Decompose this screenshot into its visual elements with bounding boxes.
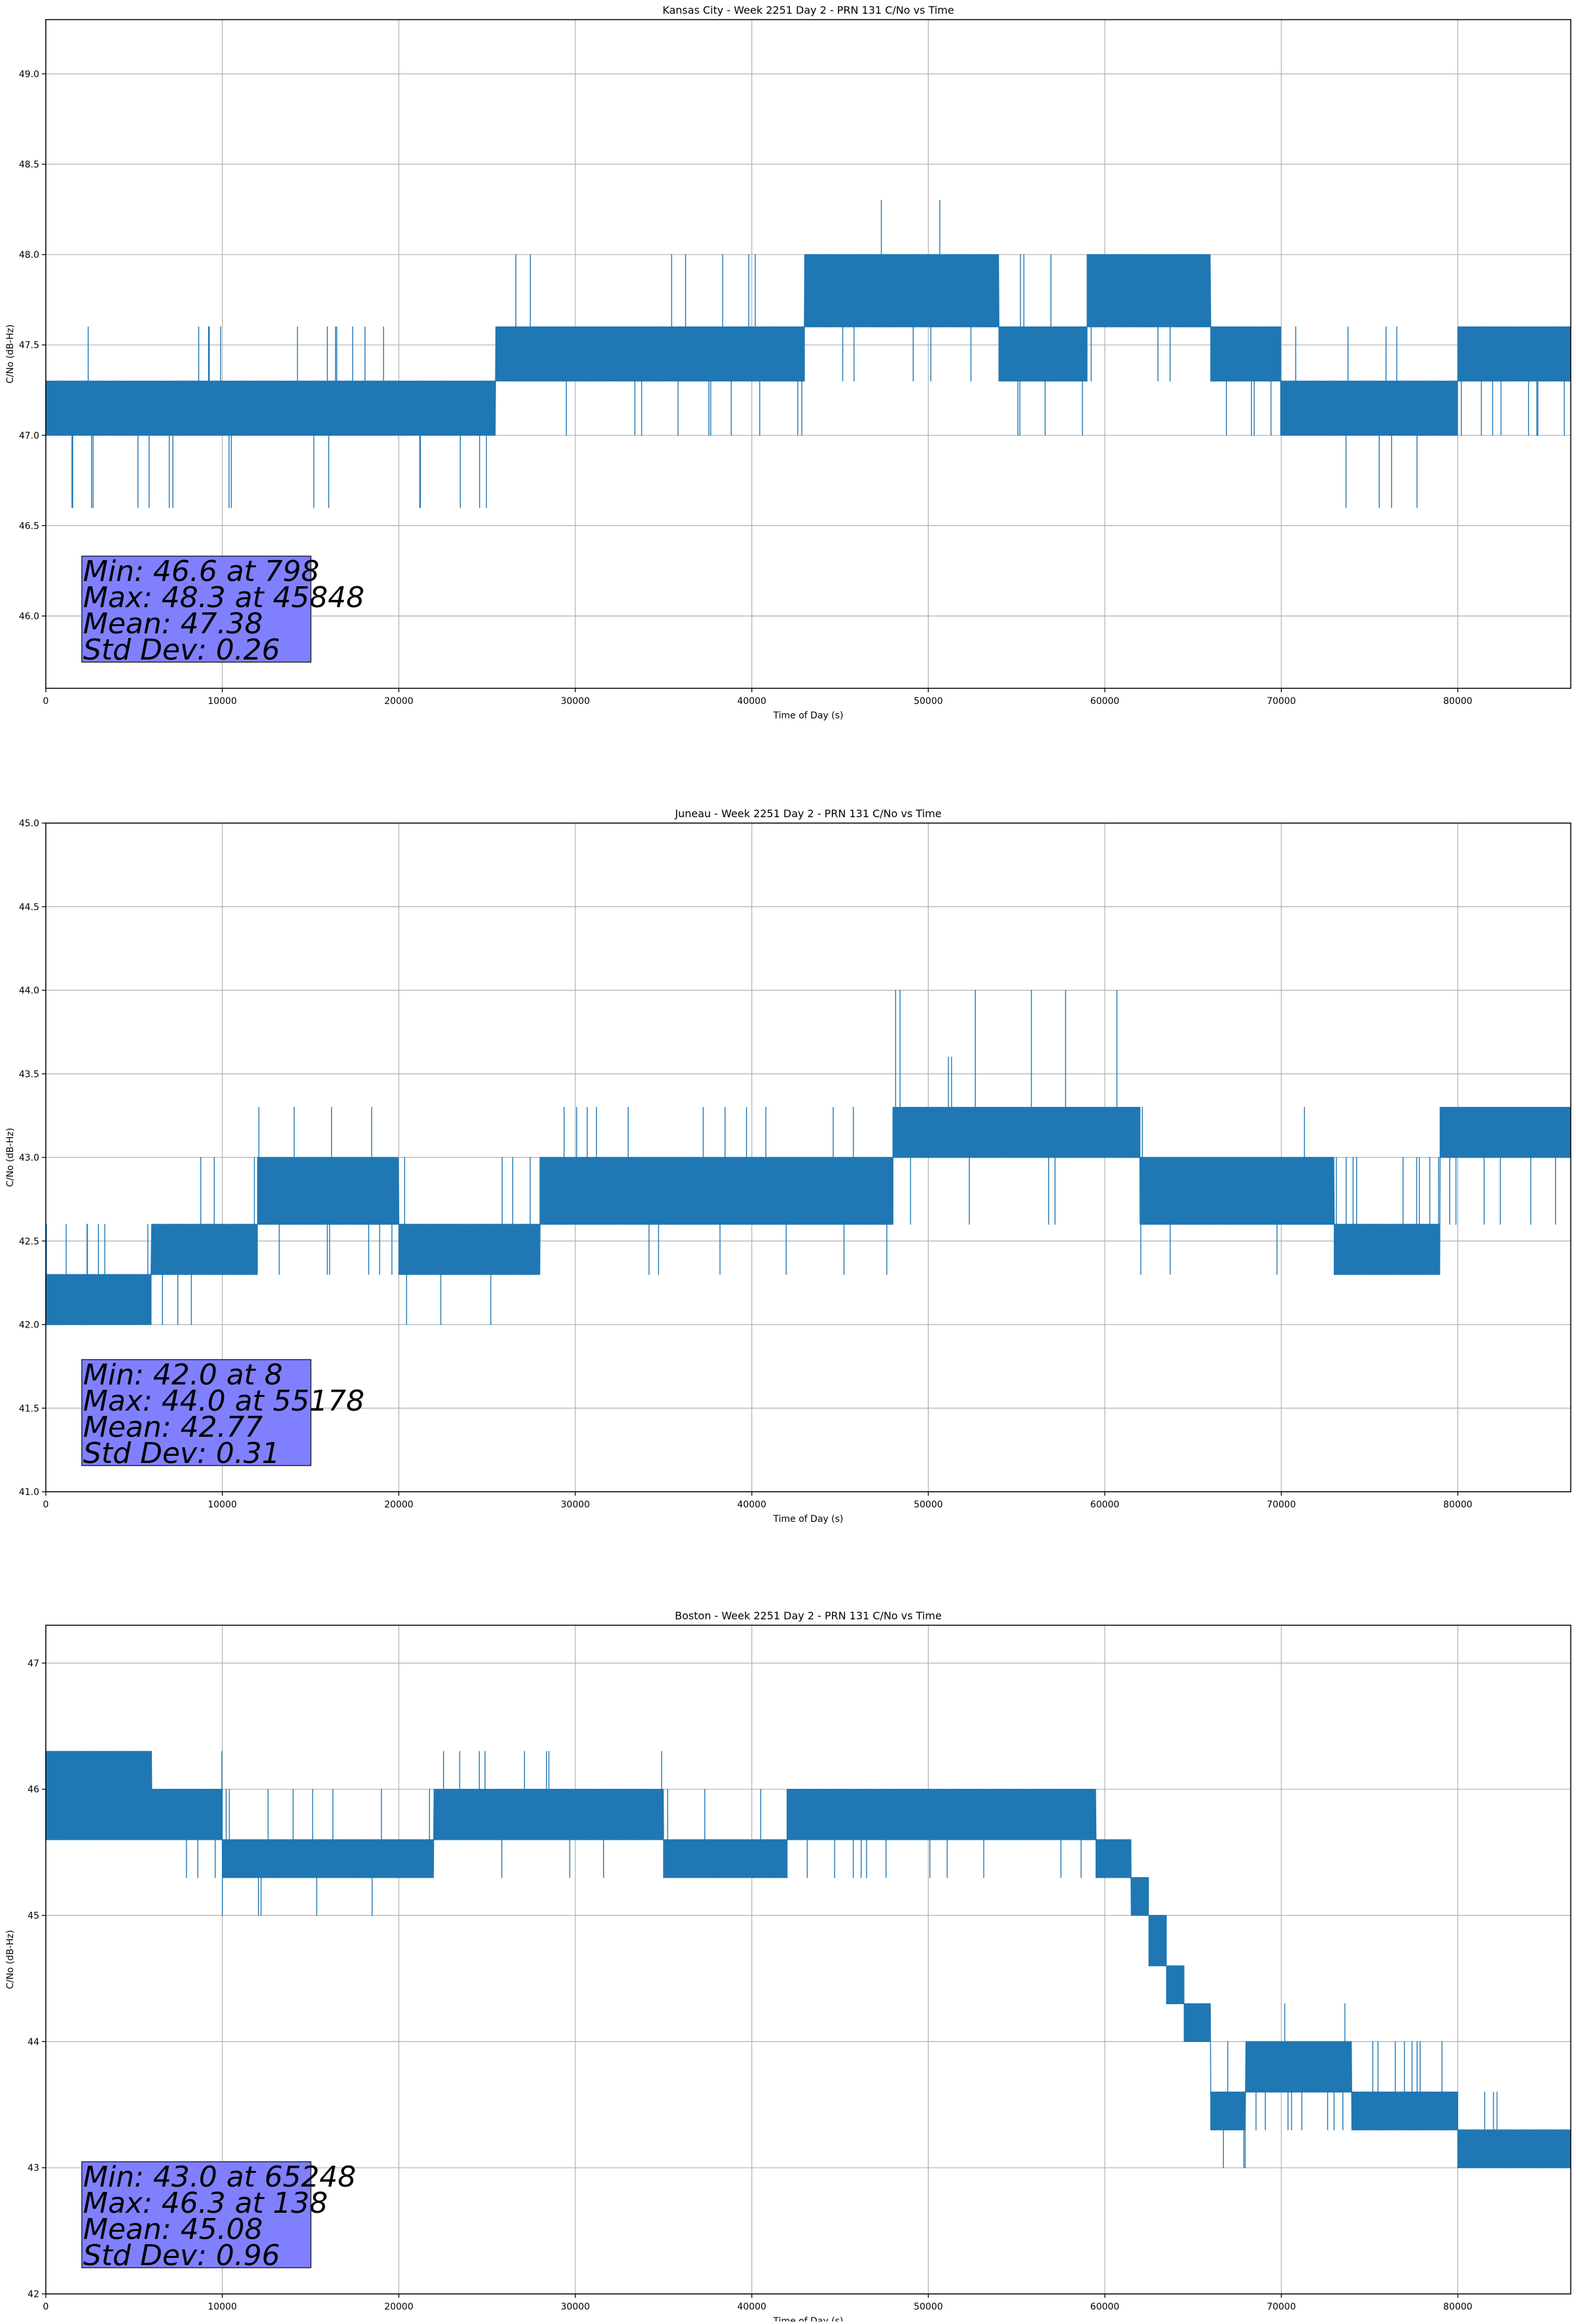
stats-std-text: Std Dev: 0.31 bbox=[83, 1437, 280, 1470]
x-tick-label: 40000 bbox=[737, 2302, 766, 2312]
x-tick-label: 40000 bbox=[737, 1500, 766, 1510]
x-tick-label: 20000 bbox=[384, 2302, 414, 2312]
stats-box bbox=[81, 1359, 312, 1466]
x-axis-label: Time of Day (s) bbox=[773, 2316, 844, 2321]
y-tick-label: 47.5 bbox=[19, 340, 39, 351]
x-tick-label: 20000 bbox=[384, 1500, 414, 1510]
chart-panel-1: 0 10000 20000 30000 40000 50000 60000 70000 8000… bbox=[5, 4, 1571, 721]
y-tick-label: 48.0 bbox=[19, 250, 39, 260]
stats-min-text: Min: 43.0 at 65248 bbox=[83, 2160, 356, 2194]
y-tick-label: 43.0 bbox=[19, 1153, 39, 1163]
y-tick-label: 43 bbox=[27, 2163, 39, 2174]
y-axis-label: C/No (dB-Hz) bbox=[5, 325, 16, 383]
stats-std-text: Std Dev: 0.96 bbox=[83, 2239, 280, 2272]
y-tick-label: 47 bbox=[27, 1659, 39, 1669]
x-tick-label: 40000 bbox=[737, 696, 766, 707]
x-tick-label: 50000 bbox=[914, 696, 943, 707]
cno-series-line bbox=[45, 200, 1571, 508]
stats-mean-text: Mean: 45.08 bbox=[83, 2213, 263, 2246]
x-tick-label: 0 bbox=[43, 1500, 49, 1510]
y-tick-label: 47.0 bbox=[19, 431, 39, 441]
y-tick-label: 45 bbox=[27, 1911, 39, 1922]
y-tick-label: 44 bbox=[27, 2037, 39, 2047]
chart-title: Boston - Week 2251 Day 2 - PRN 131 C/No … bbox=[675, 1610, 942, 1622]
stats-min-text: Min: 42.0 at 8 bbox=[83, 1358, 283, 1392]
stats-min-text: Min: 46.6 at 798 bbox=[83, 555, 319, 588]
x-tick-label: 0 bbox=[43, 696, 49, 707]
x-axis-label: Time of Day (s) bbox=[773, 711, 844, 721]
y-axis-label: C/No (dB-Hz) bbox=[5, 1128, 16, 1187]
y-tick-label: 41.5 bbox=[19, 1403, 39, 1414]
x-tick-label: 30000 bbox=[561, 1500, 590, 1510]
x-tick-label: 70000 bbox=[1266, 2302, 1296, 2312]
chart-panel-3: 0 10000 20000 30000 40000 50000 60000 70000 8000… bbox=[5, 1610, 1571, 2324]
y-tick-label: 42.0 bbox=[19, 1320, 39, 1331]
x-tick-label: 10000 bbox=[207, 1500, 237, 1510]
y-tick-label: 45.0 bbox=[19, 819, 39, 829]
x-tick-label: 70000 bbox=[1266, 696, 1296, 707]
chart-title: Kansas City - Week 2251 Day 2 - PRN 131 … bbox=[662, 4, 954, 16]
stats-mean-text: Mean: 42.77 bbox=[83, 1411, 263, 1444]
y-tick-label: 44.5 bbox=[19, 902, 39, 913]
y-tick-label: 49.0 bbox=[19, 69, 39, 80]
y-tick-label: 46.5 bbox=[19, 521, 39, 531]
y-tick-label: 43.5 bbox=[19, 1069, 39, 1080]
x-tick-label: 10000 bbox=[207, 696, 237, 707]
x-tick-label: 10000 bbox=[207, 2302, 237, 2312]
y-tick-label: 46.0 bbox=[19, 612, 39, 622]
y-tick-label: 44.0 bbox=[19, 986, 39, 996]
y-tick-label: 42 bbox=[27, 2289, 39, 2300]
stats-max-text: Max: 44.0 at 55178 bbox=[83, 1384, 365, 1418]
x-tick-label: 0 bbox=[43, 2302, 49, 2312]
cno-series-line bbox=[45, 989, 1571, 1326]
x-tick-label: 80000 bbox=[1443, 696, 1473, 707]
y-tick-label: 48.5 bbox=[19, 160, 39, 170]
y-tick-label: 46 bbox=[27, 1785, 39, 1795]
x-tick-label: 80000 bbox=[1443, 1500, 1473, 1510]
x-tick-label: 50000 bbox=[914, 1500, 943, 1510]
cno-series-line bbox=[45, 1751, 1571, 2168]
stats-max-text: Max: 48.3 at 45848 bbox=[83, 581, 365, 614]
x-tick-label: 70000 bbox=[1266, 1500, 1296, 1510]
stats-mean-text: Mean: 47.38 bbox=[83, 607, 263, 641]
chart-panel-2: 0 10000 20000 30000 40000 50000 60000 70000 8000… bbox=[5, 807, 1571, 1524]
x-tick-label: 60000 bbox=[1090, 696, 1120, 707]
x-tick-label: 60000 bbox=[1090, 2302, 1120, 2312]
y-tick-label: 41.0 bbox=[19, 1487, 39, 1498]
x-tick-label: 60000 bbox=[1090, 1500, 1120, 1510]
stats-std-text: Std Dev: 0.26 bbox=[83, 633, 280, 667]
stats-box bbox=[81, 2161, 312, 2268]
x-tick-label: 30000 bbox=[561, 696, 590, 707]
plot-frame bbox=[45, 19, 1571, 689]
x-tick-label: 50000 bbox=[914, 2302, 943, 2312]
y-axis-label: C/No (dB-Hz) bbox=[5, 1930, 16, 1989]
x-tick-label: 20000 bbox=[384, 696, 414, 707]
y-tick-label: 42.5 bbox=[19, 1237, 39, 1247]
chart-title: Juneau - Week 2251 Day 2 - PRN 131 C/No … bbox=[674, 807, 941, 820]
x-tick-label: 30000 bbox=[561, 2302, 590, 2312]
stats-max-text: Max: 46.3 at 138 bbox=[83, 2187, 328, 2220]
plot-frame bbox=[45, 1625, 1571, 2295]
x-axis-label: Time of Day (s) bbox=[773, 1514, 844, 1524]
stats-box bbox=[81, 555, 312, 663]
x-tick-label: 80000 bbox=[1443, 2302, 1473, 2312]
